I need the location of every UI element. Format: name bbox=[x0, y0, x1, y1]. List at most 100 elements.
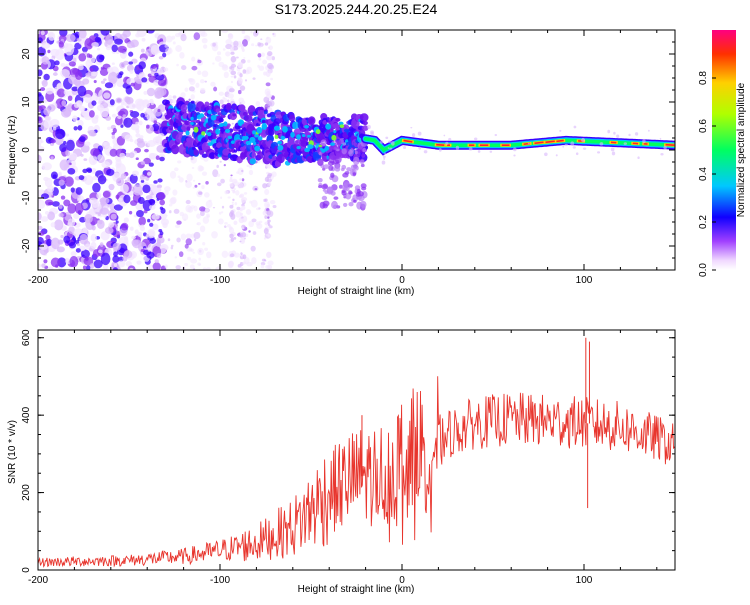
spectrogram-cell bbox=[89, 110, 95, 117]
spectrogram-cell bbox=[79, 175, 85, 180]
spectrogram-cell bbox=[197, 60, 201, 64]
spectrogram-cell bbox=[101, 81, 105, 84]
spectrogram-cell bbox=[613, 132, 615, 135]
spectrogram-cell bbox=[175, 265, 180, 269]
spectrogram-cell bbox=[108, 222, 114, 228]
spectrogram-cell bbox=[135, 99, 144, 106]
spectrogram-cell bbox=[190, 122, 194, 125]
spectrogram-cell bbox=[43, 259, 47, 263]
spectrogram-cell bbox=[78, 53, 86, 61]
spectrogram-cell bbox=[243, 69, 247, 74]
spectrogram-cell bbox=[262, 123, 267, 130]
spectrogram-cell bbox=[151, 214, 159, 220]
spectrogram-cell bbox=[229, 66, 232, 69]
spectrogram-cell bbox=[84, 94, 92, 103]
spectrogram-cell bbox=[211, 231, 218, 238]
spectrogram-cell bbox=[51, 172, 58, 180]
spectrogram-cell bbox=[119, 62, 125, 69]
spectrogram-cell bbox=[114, 263, 117, 267]
spectrogram-cell bbox=[63, 236, 70, 244]
spectrogram-cell bbox=[257, 42, 261, 46]
spectrogram-cell bbox=[229, 88, 235, 92]
spectrogram-cell bbox=[77, 38, 82, 42]
bottom-y-tick-label: 400 bbox=[21, 406, 32, 423]
spectrogram-cell bbox=[290, 132, 295, 138]
spectrogram-cell bbox=[38, 199, 41, 202]
spectrogram-cell bbox=[120, 184, 129, 193]
spectrogram-cell bbox=[230, 253, 235, 257]
spectrogram-cell bbox=[175, 45, 182, 52]
spectrogram-cell bbox=[355, 151, 358, 155]
spectrogram-cell bbox=[155, 259, 159, 263]
spectrogram-cell bbox=[154, 120, 158, 124]
spectrogram-cell bbox=[148, 73, 152, 77]
spectrogram-cell bbox=[42, 162, 52, 170]
spectrogram-cell bbox=[138, 216, 146, 225]
spectrogram-cell bbox=[92, 183, 100, 193]
spectrogram-cell bbox=[234, 75, 237, 78]
spectrogram-cell bbox=[307, 144, 313, 149]
spectrogram-cell bbox=[181, 65, 186, 70]
spectrogram-cell bbox=[151, 65, 156, 69]
spectrogram-cell bbox=[198, 183, 201, 185]
spectrogram-cell bbox=[132, 45, 135, 48]
spectrogram-cell bbox=[333, 205, 337, 209]
spectrogram-cell bbox=[229, 212, 233, 217]
spectrogram-cell bbox=[202, 38, 208, 43]
spectrogram-cell bbox=[255, 188, 258, 190]
spectrogram-cell bbox=[229, 234, 234, 239]
spectrogram-cell bbox=[45, 199, 53, 205]
spectrogram-cell bbox=[204, 192, 210, 197]
spectrogram-cell bbox=[186, 131, 190, 136]
spectrogram-cell bbox=[583, 147, 586, 149]
spectrogram-cell bbox=[263, 211, 267, 216]
colorbar-tick-label: 0.4 bbox=[698, 167, 709, 181]
spectrogram-cell bbox=[231, 76, 234, 78]
spectrogram-cell bbox=[43, 74, 49, 81]
spectrogram-cell bbox=[232, 190, 235, 193]
top-y-tick-label: 10 bbox=[21, 96, 32, 108]
spectrogram-cell bbox=[261, 264, 265, 268]
spectrogram-cell bbox=[147, 172, 151, 176]
spectrogram-cell bbox=[611, 147, 615, 151]
spectrogram-cell bbox=[176, 64, 179, 67]
spectrogram-cell bbox=[223, 48, 226, 50]
spectrogram-cell bbox=[64, 90, 68, 96]
spectrogram-cell bbox=[160, 207, 163, 210]
spectrogram-cell bbox=[265, 42, 268, 45]
spectrogram-cell bbox=[200, 88, 205, 93]
spectrogram-cell bbox=[79, 234, 88, 245]
spectrogram-cell bbox=[361, 187, 366, 191]
spectrogram-cell bbox=[99, 208, 109, 215]
spectrogram-cell bbox=[292, 122, 298, 130]
spectrogram-cell bbox=[478, 150, 481, 153]
spectrogram-cell bbox=[191, 94, 195, 100]
spectrogram-cell bbox=[147, 219, 150, 223]
spectrogram-cell bbox=[268, 47, 270, 49]
spectrogram-cell bbox=[176, 238, 180, 243]
top-x-tick-label: -100 bbox=[210, 275, 230, 286]
spectrogram-cell bbox=[159, 157, 165, 162]
spectrogram-cell bbox=[308, 116, 316, 125]
spectrogram-cell bbox=[266, 204, 269, 207]
spectrogram-cell bbox=[79, 29, 87, 39]
spectrogram-cell bbox=[190, 264, 195, 269]
spectrogram-cell bbox=[84, 214, 93, 223]
spectrogram-cell bbox=[321, 139, 327, 146]
spectrogram-cell bbox=[213, 87, 217, 92]
spectrogram-cell bbox=[73, 213, 79, 219]
spectrogram-cell bbox=[105, 34, 113, 45]
spectrogram-cell bbox=[60, 235, 64, 238]
spectrogram-cell bbox=[318, 185, 322, 188]
spectrogram-cell bbox=[197, 70, 201, 75]
spectrogram-cell bbox=[239, 241, 241, 242]
spectrogram-cell bbox=[115, 159, 121, 166]
spectrogram-cell bbox=[117, 116, 122, 119]
spectrogram-cell bbox=[268, 173, 273, 176]
spectrogram-cell bbox=[261, 53, 265, 57]
spectrogram-cell bbox=[112, 114, 117, 118]
spectrogram-cell bbox=[217, 174, 221, 177]
spectrogram-cell bbox=[156, 242, 160, 247]
spectrogram-cell bbox=[207, 132, 211, 136]
spectrogram-cell bbox=[264, 215, 267, 219]
